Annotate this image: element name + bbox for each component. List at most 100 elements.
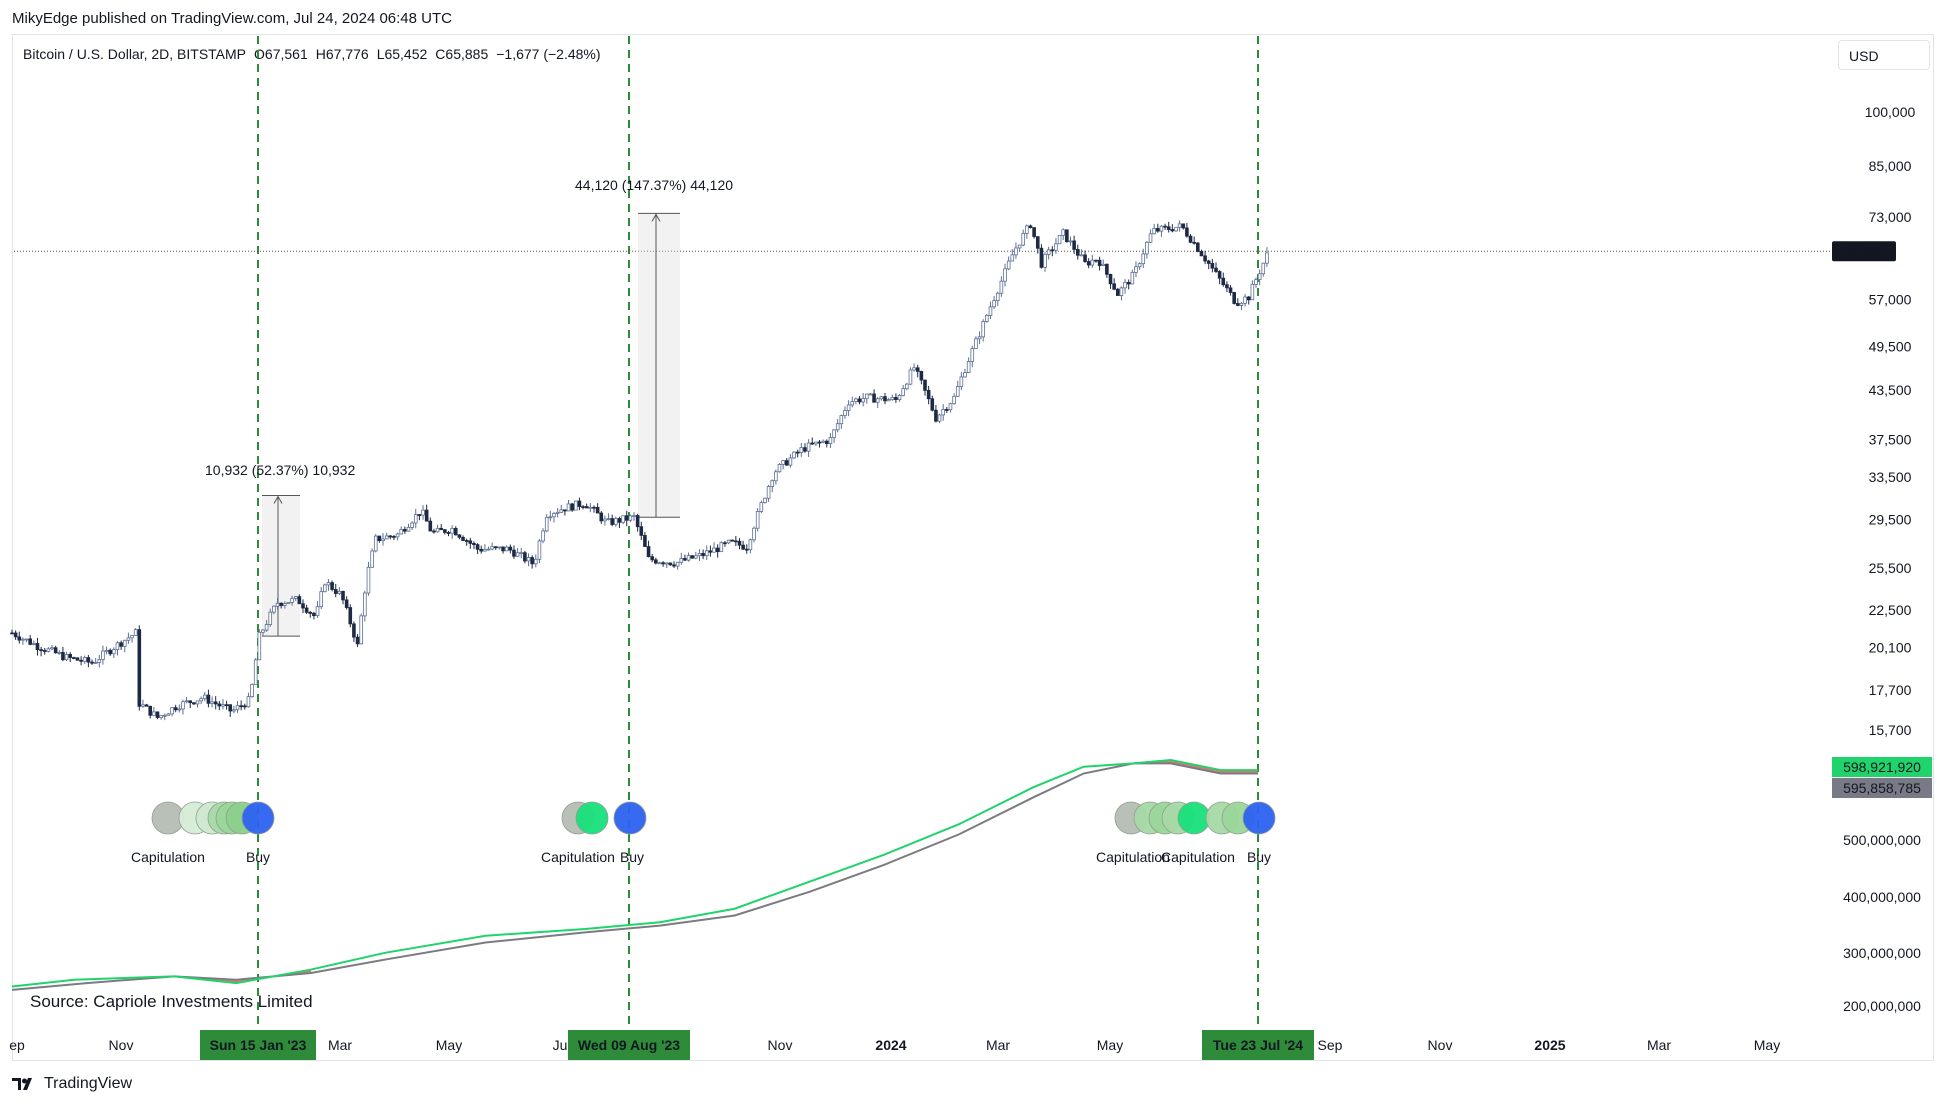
vertical-marker-lines <box>257 36 1259 1028</box>
measure-box <box>262 495 300 637</box>
candle-body <box>1086 261 1091 266</box>
candle-body <box>1017 244 1022 249</box>
candle-body <box>708 550 713 553</box>
candle-body <box>283 603 287 606</box>
candle-body <box>410 522 414 528</box>
candle-body <box>544 516 549 532</box>
candle-body <box>686 555 691 561</box>
signal-capitulation-label: Capitulation <box>1161 849 1235 865</box>
signal-capitulation-label: Capitulation <box>541 849 615 865</box>
candle-body <box>279 602 283 606</box>
candle-body <box>39 649 43 652</box>
candle-body <box>803 447 807 452</box>
candle-body <box>632 515 636 517</box>
candle-body <box>839 415 844 425</box>
candle-body <box>228 704 233 712</box>
candle-body <box>1130 271 1135 285</box>
candle-body <box>926 389 931 400</box>
indicator-gray-label-bg <box>1832 778 1932 798</box>
candle-body <box>581 506 585 508</box>
candle-body <box>617 518 622 523</box>
indicator-green-label-bg <box>1832 757 1932 777</box>
candle-body <box>1108 273 1113 285</box>
candle-body <box>814 441 818 445</box>
signal-dots: Capitulation Buy Capitulation Buy Capitulati… <box>131 801 1276 865</box>
tradingview-brand[interactable]: TradingView <box>12 1075 132 1093</box>
candle-body <box>184 700 189 703</box>
indicator-gray-line <box>11 762 1258 991</box>
candle-body <box>486 548 491 551</box>
publisher-line: MikyEdge published on TradingView.com, J… <box>12 10 452 27</box>
candle-body <box>213 701 218 705</box>
date-marker-badge <box>1202 1030 1314 1060</box>
candle-body <box>584 506 589 509</box>
candle-body <box>875 398 880 403</box>
candle-body <box>439 527 444 531</box>
candle-body <box>843 410 847 417</box>
time-tick-label: Nov <box>109 1037 134 1053</box>
symbol-name[interactable]: Bitcoin / U.S. Dollar, 2D, BITSTAMP <box>23 46 247 62</box>
high-value: H67,776 <box>315 46 369 62</box>
price-tick-label: 22,500 <box>1869 602 1912 618</box>
time-tick-label: May <box>436 1037 462 1053</box>
candle-body <box>817 441 822 444</box>
candle-body <box>952 395 956 405</box>
candle-body <box>144 704 149 707</box>
candle-body <box>72 657 76 659</box>
candle-body <box>1101 263 1106 266</box>
candle-body <box>1090 259 1095 266</box>
candle-body <box>1236 303 1240 306</box>
time-axis[interactable]: ep Nov Mar May Ju Nov 2024 Mar May Sep Nov 2025 Mar M… <box>9 1030 1780 1060</box>
candle-body <box>654 559 658 564</box>
candle-body <box>21 638 25 641</box>
candle-body <box>955 386 960 397</box>
candle-body <box>1239 302 1244 306</box>
candle-body <box>424 509 429 522</box>
price-tick-label: 85,000 <box>1869 158 1912 174</box>
candle-body <box>166 713 171 716</box>
time-tick-label: Mar <box>986 1037 1010 1053</box>
candle-body <box>865 393 869 400</box>
candle-body <box>1188 235 1193 243</box>
candle-body <box>261 629 265 633</box>
measure-annotations[interactable]: 10,932 (52.37%) 10,932 44,120 (147.37%) 4… <box>205 177 733 637</box>
candle-body <box>610 518 614 525</box>
candle-body <box>446 532 451 534</box>
candle-body <box>264 624 269 631</box>
candle-body <box>646 546 651 558</box>
candle-body <box>352 623 356 638</box>
candle-body <box>268 611 273 625</box>
price-tick-label: 57,000 <box>1869 292 1912 308</box>
candle-body <box>683 558 687 561</box>
candle-body <box>1196 242 1200 252</box>
candle-body <box>854 398 858 402</box>
candle-body <box>533 558 538 565</box>
candle-body <box>246 696 251 708</box>
candle-body <box>1050 249 1055 252</box>
candle-body <box>384 535 389 540</box>
time-tick-label: Nov <box>1428 1037 1453 1053</box>
price-axis[interactable]: 100,000 85,000 73,000 65,885 57,000 49,500 43,… <box>1832 104 1932 1014</box>
time-tick-label: 2024 <box>875 1037 906 1053</box>
candle-body <box>719 542 724 553</box>
candle-body <box>319 591 323 608</box>
currency-button[interactable]: USD <box>1838 40 1930 70</box>
candle-body <box>275 602 280 607</box>
candle-body <box>635 515 640 528</box>
candle-body <box>333 589 338 594</box>
candle-body <box>359 615 363 645</box>
candle-body <box>90 661 94 664</box>
candle-body <box>595 506 600 514</box>
indicator-tick-label: 500,000,000 <box>1843 832 1921 848</box>
candle-body <box>934 409 938 422</box>
candle-body <box>64 654 69 661</box>
candle-body <box>628 515 633 521</box>
candle-body <box>141 704 145 707</box>
candle-body <box>624 515 629 521</box>
candle-body <box>1137 263 1142 268</box>
candle-body <box>112 649 116 655</box>
candle-body <box>1035 236 1040 249</box>
signal-dot <box>613 801 647 835</box>
candle-body <box>119 642 123 647</box>
